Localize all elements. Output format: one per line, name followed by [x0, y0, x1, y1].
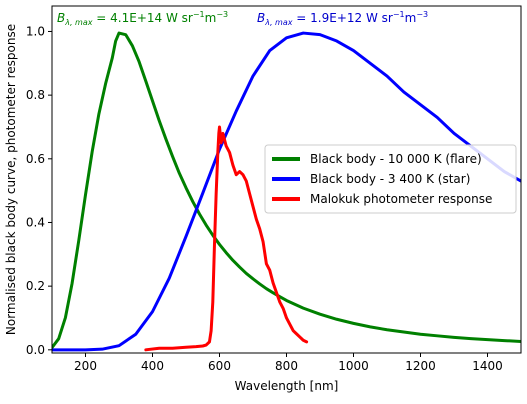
y-tick-label: 0.2	[26, 279, 45, 293]
legend-label: Black body - 3 400 K (star)	[310, 172, 470, 186]
peak-annotation: Bλ, max = 4.1E+14 W sr−1m−3	[57, 10, 228, 27]
x-tick-label: 1400	[472, 359, 503, 373]
legend-frame	[264, 144, 517, 214]
x-tick-label: 600	[208, 359, 231, 373]
y-tick-label: 0.4	[26, 215, 45, 229]
y-axis-label: Normalised black body curve, photometer …	[4, 24, 18, 335]
peak-annotation: Bλ, max = 1.9E+12 W sr−1m−3	[257, 10, 428, 27]
y-tick-label: 0.6	[26, 152, 45, 166]
x-axis-ticks: 200 400 600 800 1000 1200 1400	[74, 353, 503, 373]
x-tick-label: 200	[74, 359, 97, 373]
series-line-2	[52, 31, 521, 352]
x-tick-label: 1200	[405, 359, 436, 373]
series-line-3	[144, 125, 309, 352]
x-axis-label: Wavelength [nm]	[235, 379, 339, 393]
y-axis-ticks: 0.0 0.2 0.4 0.6 0.8 1.0	[26, 24, 52, 357]
x-tick-label: 400	[141, 359, 164, 373]
y-tick-label: 1.0	[26, 24, 45, 38]
y-tick-label: 0.0	[26, 343, 45, 357]
legend: Black body - 10 000 K (flare) Black body …	[264, 144, 517, 214]
x-tick-label: 800	[275, 359, 298, 373]
x-tick-label: 1000	[338, 359, 369, 373]
series-line-1	[52, 31, 521, 350]
series-layer	[52, 31, 521, 352]
legend-label: Black body - 10 000 K (flare)	[310, 152, 482, 166]
legend-label: Malokuk photometer response	[310, 192, 492, 206]
annotation-layer: Bλ, max = 4.1E+14 W sr−1m−3 Bλ, max = 1.9…	[57, 10, 428, 27]
y-tick-label: 0.8	[26, 88, 45, 102]
